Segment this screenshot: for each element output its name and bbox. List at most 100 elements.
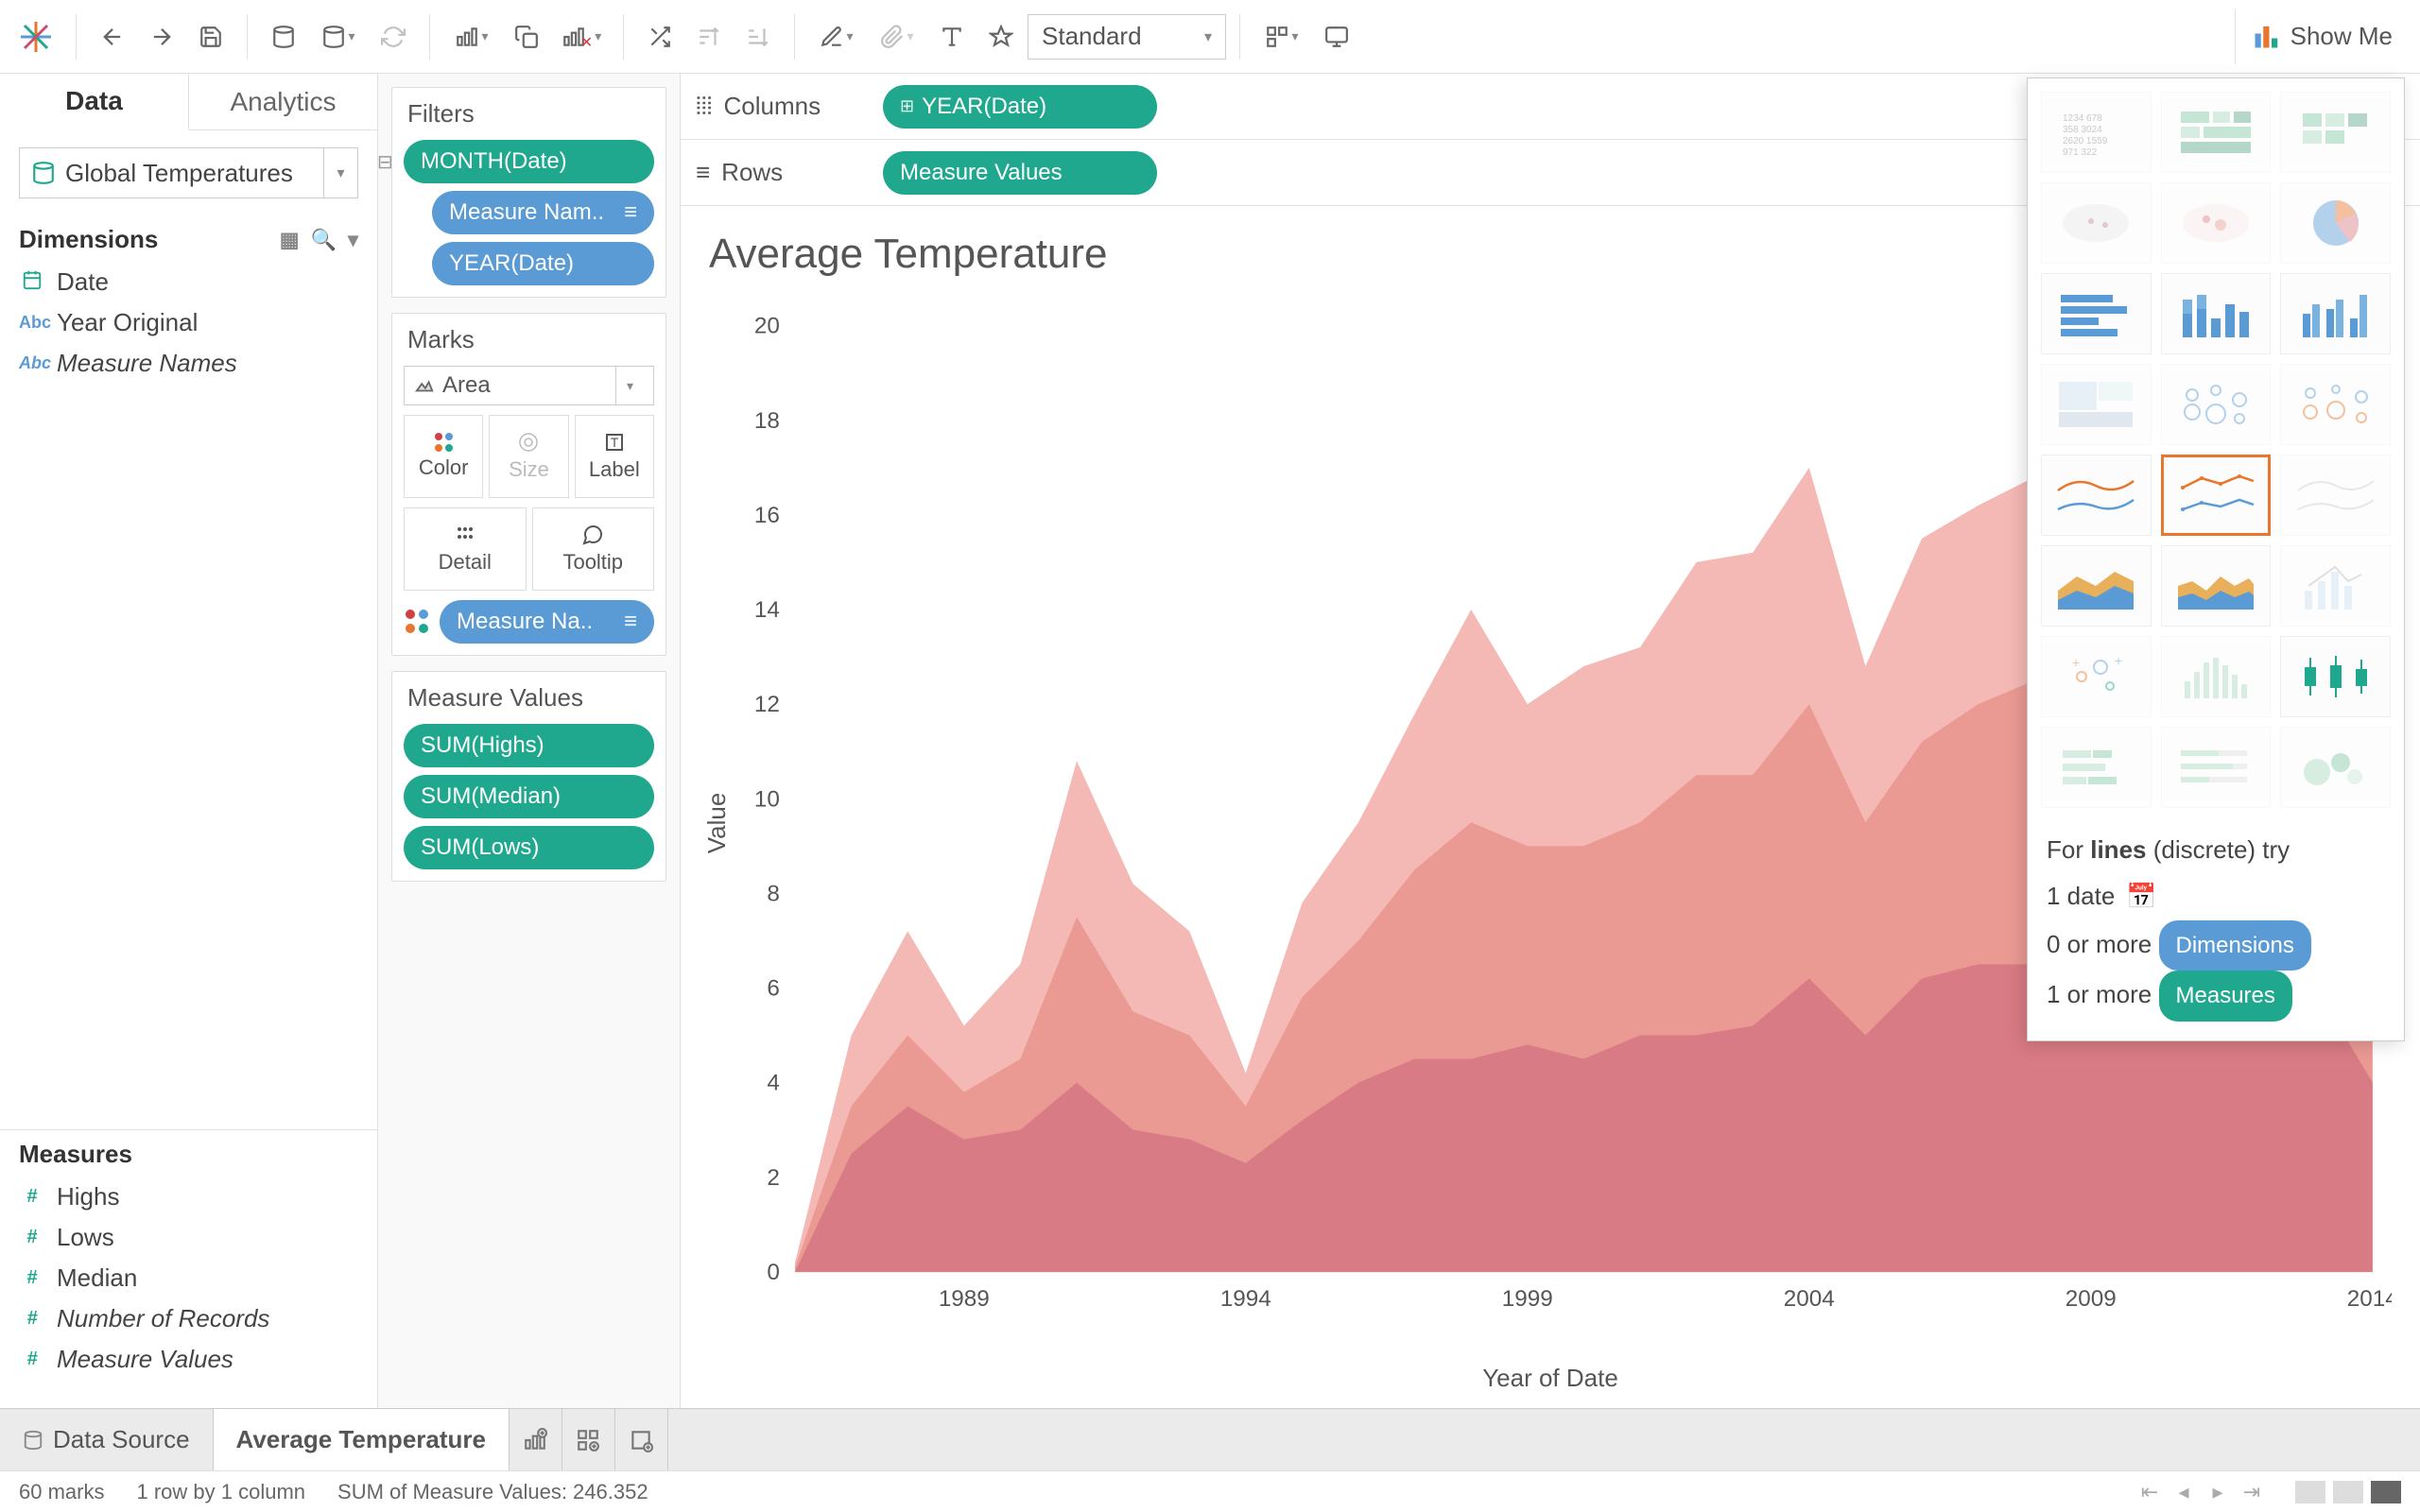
dimension-field[interactable]: AbcMeasure Names <box>11 343 366 384</box>
swap-button[interactable] <box>637 14 683 60</box>
show-sheet-sorter-button[interactable] <box>2371 1481 2401 1503</box>
viz-type-thumb[interactable] <box>2280 545 2391 627</box>
measure-field[interactable]: #Measure Values <box>11 1339 366 1380</box>
shelves-pane: Filters ⊟MONTH(Date)Measure Nam..≡YEAR(D… <box>378 74 681 1408</box>
svg-text:1999: 1999 <box>1502 1286 1553 1312</box>
viz-type-thumb[interactable] <box>2280 92 2391 173</box>
showme-button[interactable]: Show Me <box>2235 9 2411 65</box>
viz-type-thumb[interactable] <box>2041 545 2152 627</box>
tab-analytics[interactable]: Analytics <box>189 74 377 130</box>
show-tabs-button[interactable] <box>2295 1481 2325 1503</box>
fields-menu-icon[interactable]: ▾ <box>348 228 358 252</box>
forward-button[interactable] <box>139 14 184 60</box>
group-button[interactable]: ▾ <box>869 14 925 60</box>
pin-button[interactable] <box>978 14 1024 60</box>
measure-field[interactable]: #Number of Records <box>11 1298 366 1339</box>
datasource-dropdown[interactable]: Global Temperatures ▾ <box>19 147 358 198</box>
sort-asc-button[interactable] <box>686 14 732 60</box>
clear-button[interactable]: ✕▾ <box>553 14 610 60</box>
show-filmstrip-button[interactable] <box>2333 1481 2363 1503</box>
labels-button[interactable] <box>929 14 975 60</box>
viz-type-thumb[interactable] <box>2280 727 2391 808</box>
view-data-icon[interactable]: ▦ <box>280 228 300 252</box>
svg-text:2014: 2014 <box>2347 1286 2392 1312</box>
viz-type-thumb[interactable] <box>2041 273 2152 354</box>
viz-type-thumb[interactable] <box>2161 545 2272 627</box>
showme-panel: 1234 678358 30242620 1559971 322++ For l… <box>2027 77 2405 1041</box>
viz-type-thumb[interactable] <box>2280 182 2391 264</box>
sheet-tab-active[interactable]: Average Temperature <box>214 1409 510 1470</box>
new-dashboard-tab-button[interactable] <box>562 1409 615 1470</box>
search-fields-icon[interactable]: 🔍 <box>311 228 337 252</box>
tab-data[interactable]: Data <box>0 74 189 130</box>
measure-field[interactable]: #Lows <box>11 1217 366 1258</box>
viz-type-thumb[interactable] <box>2161 364 2272 445</box>
refresh-button[interactable] <box>371 14 416 60</box>
filter-pill[interactable]: YEAR(Date) <box>432 242 654 285</box>
filters-shelf: Filters ⊟MONTH(Date)Measure Nam..≡YEAR(D… <box>391 87 666 298</box>
datasource-tab[interactable]: Data Source <box>0 1409 214 1470</box>
svg-text:18: 18 <box>754 408 780 434</box>
viz-type-thumb[interactable] <box>2280 636 2391 717</box>
marks-label-button[interactable]: T Label <box>575 415 654 498</box>
columns-pill[interactable]: ⊞ YEAR(Date) <box>883 85 1157 129</box>
marks-color-pill[interactable]: Measure Na.. ≡ <box>440 600 654 644</box>
first-sheet-button[interactable]: ⇤ <box>2136 1479 2163 1505</box>
marks-size-button[interactable]: Size <box>489 415 568 498</box>
viz-type-thumb[interactable] <box>2280 364 2391 445</box>
measure-value-pill[interactable]: SUM(Lows) <box>404 826 654 869</box>
highlight-button[interactable]: ▾ <box>808 14 865 60</box>
rows-pill[interactable]: Measure Values <box>883 151 1157 195</box>
last-sheet-button[interactable]: ⇥ <box>2238 1479 2265 1505</box>
tableau-logo-icon[interactable] <box>17 18 55 56</box>
svg-text:T: T <box>611 435 619 450</box>
svg-text:6: 6 <box>767 976 780 1002</box>
viz-type-thumb[interactable] <box>2041 182 2152 264</box>
cards-button[interactable]: ▾ <box>1253 14 1310 60</box>
prev-sheet-button[interactable]: ◂ <box>2170 1479 2197 1505</box>
next-sheet-button[interactable]: ▸ <box>2204 1479 2231 1505</box>
measure-field[interactable]: #Median <box>11 1258 366 1298</box>
dimension-field[interactable]: Date <box>11 262 366 302</box>
save-button[interactable] <box>188 14 233 60</box>
svg-text:10: 10 <box>754 786 780 812</box>
marks-detail-button[interactable]: Detail <box>404 507 527 591</box>
viz-type-thumb[interactable] <box>2041 727 2152 808</box>
presentation-button[interactable] <box>1314 14 1359 60</box>
viz-type-thumb[interactable]: 1234 678358 30242620 1559971 322 <box>2041 92 2152 173</box>
data-pane: Data Analytics Global Temperatures ▾ Dim… <box>0 74 378 1408</box>
svg-text:16: 16 <box>754 503 780 528</box>
viz-type-thumb[interactable] <box>2161 727 2272 808</box>
duplicate-button[interactable] <box>504 14 549 60</box>
measure-field[interactable]: #Highs <box>11 1177 366 1217</box>
mark-type-dropdown[interactable]: Area ▾ <box>404 366 654 405</box>
marks-color-button[interactable]: Color <box>404 415 483 498</box>
measure-value-pill[interactable]: SUM(Highs) <box>404 724 654 767</box>
measures-header: Measures <box>0 1130 377 1177</box>
svg-text:8: 8 <box>767 881 780 906</box>
svg-text:358 3024: 358 3024 <box>2063 125 2102 135</box>
viz-type-thumb[interactable] <box>2161 273 2272 354</box>
filter-pill[interactable]: ⊟MONTH(Date) <box>404 140 654 183</box>
pause-data-button[interactable]: ▾ <box>310 14 367 60</box>
viz-type-thumb[interactable] <box>2041 364 2152 445</box>
viz-type-thumb[interactable] <box>2041 455 2152 536</box>
filter-pill[interactable]: Measure Nam..≡ <box>432 191 654 234</box>
new-story-tab-button[interactable] <box>615 1409 668 1470</box>
marks-tooltip-button[interactable]: Tooltip <box>532 507 655 591</box>
back-button[interactable] <box>90 14 135 60</box>
viz-type-thumb[interactable]: ++ <box>2041 636 2152 717</box>
viz-type-thumb[interactable] <box>2161 92 2272 173</box>
dimension-field[interactable]: AbcYear Original <box>11 302 366 343</box>
new-worksheet-tab-button[interactable] <box>510 1409 562 1470</box>
new-datasource-button[interactable] <box>261 14 306 60</box>
viz-type-thumb[interactable] <box>2280 455 2391 536</box>
viz-type-thumb[interactable] <box>2161 636 2272 717</box>
measure-value-pill[interactable]: SUM(Median) <box>404 775 654 818</box>
viz-type-thumb[interactable] <box>2161 455 2272 536</box>
viz-type-thumb[interactable] <box>2161 182 2272 264</box>
fit-dropdown[interactable]: Standard ▾ <box>1028 14 1226 60</box>
sort-desc-button[interactable] <box>735 14 781 60</box>
new-worksheet-button[interactable]: ▾ <box>443 14 500 60</box>
viz-type-thumb[interactable] <box>2280 273 2391 354</box>
